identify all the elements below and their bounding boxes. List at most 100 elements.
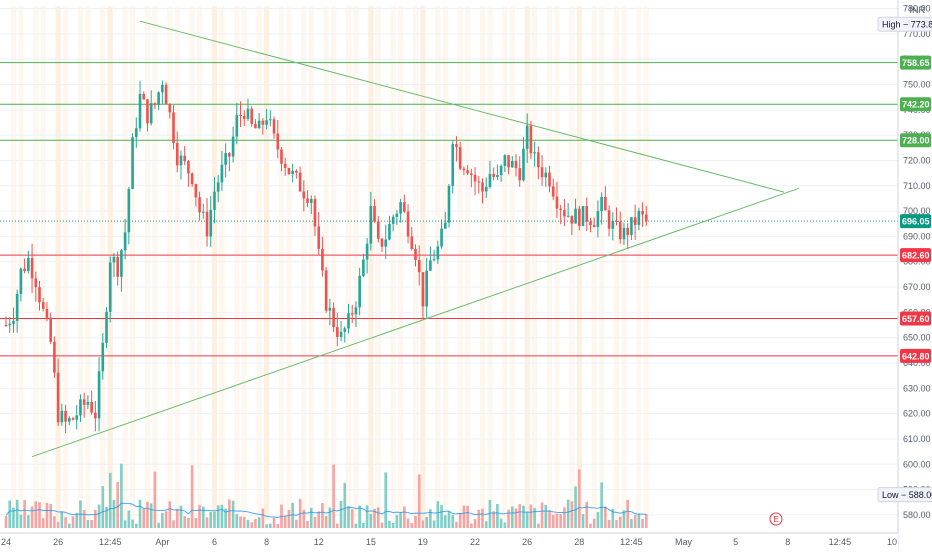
time-axis[interactable] bbox=[0, 533, 898, 550]
volume-bar bbox=[53, 516, 56, 528]
candle-body bbox=[637, 210, 641, 225]
badge-box bbox=[877, 487, 932, 503]
session-band bbox=[40, 6, 46, 520]
candle-body bbox=[131, 137, 134, 189]
volume-bar bbox=[45, 502, 49, 528]
volume-bar bbox=[607, 519, 611, 528]
candle-body bbox=[600, 196, 603, 212]
candle-body bbox=[12, 320, 15, 324]
volume-bar bbox=[644, 513, 648, 528]
session-band bbox=[569, 6, 575, 520]
trendline-lower[interactable] bbox=[31, 187, 800, 458]
session-band bbox=[196, 6, 203, 520]
candle-body bbox=[75, 415, 79, 420]
candle-body bbox=[138, 93, 142, 129]
volume-bar bbox=[492, 511, 495, 528]
support-price-label: 657.60 bbox=[902, 314, 930, 324]
candle-body bbox=[328, 307, 332, 311]
volume-bar bbox=[555, 513, 559, 528]
candle-body bbox=[455, 144, 458, 148]
candle-body bbox=[53, 341, 56, 373]
candle-body bbox=[235, 114, 239, 137]
candle-body bbox=[97, 371, 101, 419]
volume-bar bbox=[209, 511, 213, 528]
candle-body bbox=[633, 217, 637, 225]
candle-body bbox=[90, 401, 93, 413]
volume-bar bbox=[324, 515, 328, 528]
y-tick-label: 780.00 bbox=[903, 4, 931, 14]
volume-bar bbox=[34, 501, 38, 528]
candle-body bbox=[246, 108, 250, 119]
candle-body bbox=[250, 108, 254, 124]
candle-body bbox=[272, 119, 276, 134]
volume-bar bbox=[283, 515, 287, 528]
candle-body bbox=[146, 99, 149, 124]
candle-body bbox=[644, 214, 648, 222]
volume-bar bbox=[440, 504, 443, 528]
session-band bbox=[10, 6, 17, 520]
volume-bar bbox=[347, 505, 350, 528]
candle-body bbox=[373, 205, 376, 222]
candle-body bbox=[492, 173, 495, 177]
volume-bar bbox=[362, 523, 365, 528]
candle-body bbox=[105, 311, 108, 343]
candle-body bbox=[213, 191, 216, 210]
session-band bbox=[353, 6, 359, 520]
volume-bar bbox=[477, 509, 481, 528]
volume-bar bbox=[630, 519, 633, 528]
candle-body bbox=[164, 84, 168, 105]
candle-body bbox=[544, 172, 548, 178]
volume-bar bbox=[388, 520, 391, 528]
resistance-price-label: 728.00 bbox=[902, 136, 930, 146]
candle-body bbox=[205, 211, 209, 237]
volume-bar bbox=[641, 519, 644, 528]
volume-bar bbox=[447, 511, 451, 528]
volume-bar bbox=[425, 516, 428, 528]
price-axis[interactable] bbox=[898, 0, 932, 550]
session-band bbox=[189, 6, 195, 520]
candle-body bbox=[298, 172, 302, 192]
y-tick-label: 690.00 bbox=[903, 231, 931, 241]
volume-bar bbox=[417, 474, 421, 528]
volume-bar bbox=[38, 502, 41, 528]
y-tick-label: 630.00 bbox=[903, 383, 931, 393]
session-band bbox=[502, 6, 508, 520]
volume-bar bbox=[27, 515, 30, 528]
candle-body bbox=[537, 152, 540, 168]
volume-bar bbox=[19, 514, 23, 528]
volume-bar bbox=[213, 511, 216, 528]
volume-bar bbox=[138, 499, 142, 528]
session-band bbox=[234, 6, 240, 520]
volume-bar bbox=[458, 513, 462, 528]
candle-body bbox=[86, 401, 90, 405]
volume-bar bbox=[250, 522, 254, 528]
candle-body bbox=[540, 167, 544, 178]
volume-bar bbox=[142, 508, 146, 528]
trendline-upper[interactable] bbox=[139, 20, 785, 193]
x-tick-label: 12:45 bbox=[99, 537, 122, 547]
earnings-e-icon[interactable] bbox=[769, 512, 783, 526]
candle-body bbox=[283, 163, 287, 169]
volume-bar bbox=[376, 507, 380, 528]
y-tick-label: 710.00 bbox=[903, 181, 931, 191]
candle-body bbox=[443, 222, 447, 229]
candle-body bbox=[380, 238, 384, 247]
volume-bar bbox=[12, 507, 15, 528]
volume-bar bbox=[242, 516, 246, 528]
session-band bbox=[33, 6, 39, 520]
volume-bar bbox=[339, 501, 343, 528]
volume-bar bbox=[157, 522, 160, 528]
session-band bbox=[546, 6, 553, 520]
volume-bar bbox=[49, 503, 52, 528]
volume-bar bbox=[332, 464, 335, 528]
volume-bar bbox=[235, 514, 239, 528]
candle-body bbox=[548, 172, 551, 187]
x-tick-label: 22 bbox=[470, 537, 480, 547]
session-band bbox=[62, 6, 69, 520]
volume-bar bbox=[201, 506, 205, 528]
volume-bar bbox=[23, 500, 26, 528]
candle-body bbox=[120, 250, 123, 277]
session-band bbox=[464, 6, 471, 520]
